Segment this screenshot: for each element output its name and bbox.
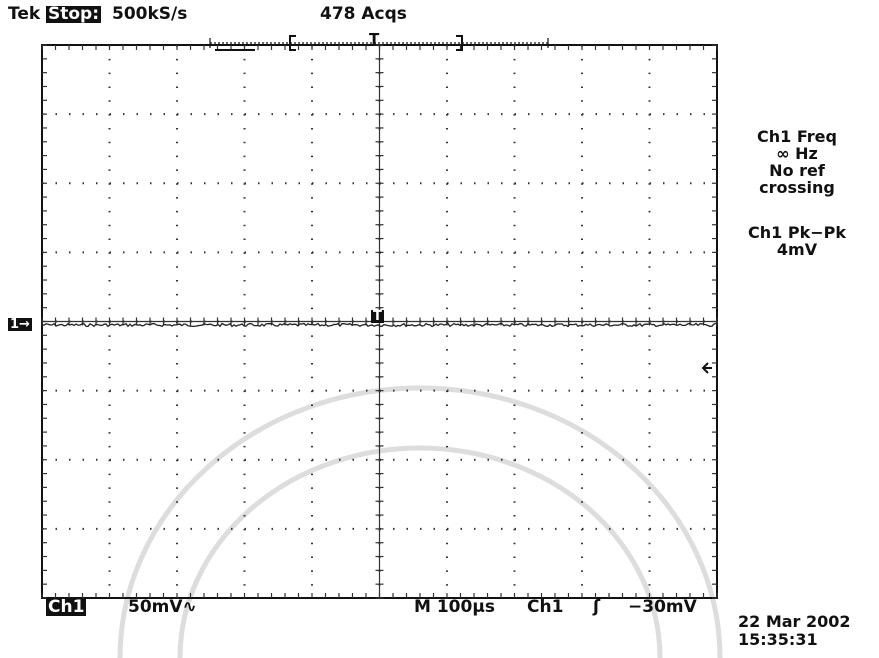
measurement-value: 4mV	[722, 241, 872, 258]
trigger-position: T	[371, 310, 384, 323]
trigger-level: −30mV	[628, 599, 697, 616]
watermark	[120, 388, 720, 658]
measurement-label: Ch1 Freq	[722, 128, 872, 145]
trigger-source: Ch1	[527, 599, 563, 616]
display	[0, 0, 879, 658]
scope-screen: Tek Stop: 500kS/s 478 Acqs T 1→ T Ch1 Fr…	[0, 0, 879, 658]
measurement: Ch1 Freq ∞ Hz No ref crossing	[722, 128, 872, 196]
sample-rate: 500kS/s	[112, 6, 187, 23]
measurement-label: Ch1 Pk−Pk	[722, 224, 872, 241]
ref-arrow	[703, 363, 712, 373]
time: 15:35:31	[738, 632, 818, 648]
brand: Tek	[8, 6, 40, 23]
measurement: Ch1 Pk−Pk 4mV	[722, 224, 872, 258]
channel-marker: 1→	[8, 318, 32, 331]
acquisitions: 478 Acqs	[320, 6, 407, 23]
timebase: M 100µs	[414, 599, 495, 616]
channel: Ch1	[46, 599, 86, 616]
measurement-value: ∞ Hz	[722, 145, 872, 162]
trigger-marker: T	[369, 32, 379, 47]
vertical-scale: 50mV∿	[128, 599, 197, 616]
measurement-value: No ref	[722, 162, 872, 179]
measurement-value: crossing	[722, 179, 872, 196]
date: 22 Mar 2002	[738, 614, 851, 630]
state: Stop:	[46, 6, 101, 23]
trigger-slope: ʃ	[593, 599, 600, 616]
